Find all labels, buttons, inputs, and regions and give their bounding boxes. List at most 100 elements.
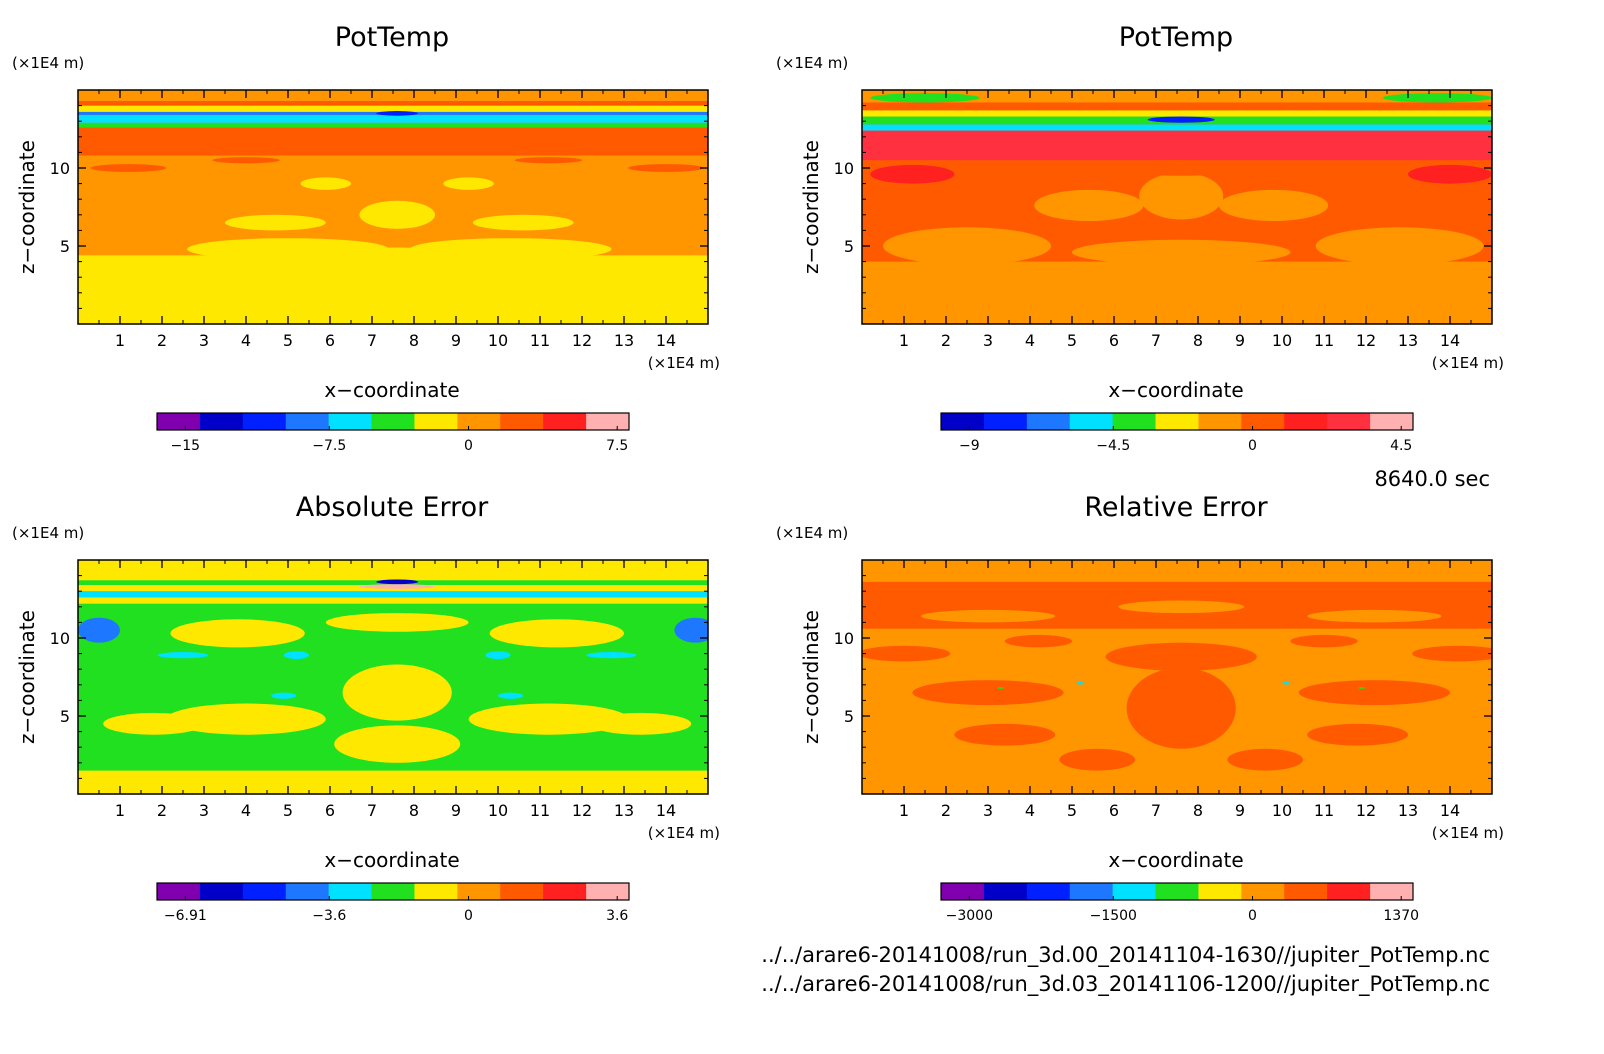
contour-region <box>271 692 297 699</box>
contour-region <box>1358 686 1366 689</box>
colorbar-tick-label: −3.6 <box>312 908 346 924</box>
colorbar-swatch <box>1241 413 1285 430</box>
colorbar-swatch <box>457 413 501 430</box>
contour-region <box>628 164 704 172</box>
x-tick-label: 11 <box>530 331 550 350</box>
colorbar-swatch <box>1069 883 1114 900</box>
y-tick-label: 5 <box>60 707 70 726</box>
colorbar-swatch <box>1284 883 1328 900</box>
contour-region <box>1076 681 1085 685</box>
contour-region <box>157 652 209 659</box>
contour-region <box>376 579 419 585</box>
panel-title: Absolute Error <box>296 492 489 523</box>
y-axis-label: z−coordinate <box>15 140 39 274</box>
y-tick-label: 5 <box>844 707 854 726</box>
colorbar-swatch <box>1241 883 1285 900</box>
x-tick-label: 2 <box>941 331 951 350</box>
x-tick-label: 12 <box>1356 331 1376 350</box>
x-tick-label: 13 <box>614 331 634 350</box>
y-tick-label: 5 <box>60 237 70 256</box>
contour-region <box>1307 723 1408 746</box>
colorbar-swatch <box>157 413 201 430</box>
contour-region <box>1034 189 1144 222</box>
contour-band <box>78 770 708 794</box>
x-tick-label: 3 <box>199 331 209 350</box>
contour-region <box>674 617 708 643</box>
colorbar-swatch <box>285 883 330 900</box>
colorbar-swatch <box>414 883 458 900</box>
x-tick-label: 3 <box>983 801 993 820</box>
colorbar-tick-label: 0 <box>464 438 473 454</box>
x-tick-label: 8 <box>409 331 419 350</box>
contour-region <box>489 619 624 648</box>
x-axis-label: x−coordinate <box>324 378 459 402</box>
contour-region <box>586 652 637 659</box>
contour-band <box>78 591 708 598</box>
x-tick-label: 12 <box>572 801 592 820</box>
colorbar-frame <box>156 412 630 431</box>
x-tick-label: 8 <box>1193 801 1203 820</box>
contour-region <box>376 111 419 116</box>
colorbar-swatch <box>1327 413 1371 430</box>
contour-region <box>1298 680 1450 706</box>
contour-region <box>1408 164 1492 184</box>
colorbar-swatch <box>371 883 415 900</box>
colorbar: −3000 −1500 0 1370 <box>940 882 1419 924</box>
colorbar-swatch <box>586 413 630 430</box>
colorbar-tick-label: −4.5 <box>1096 438 1130 454</box>
contour-region <box>870 164 955 184</box>
colorbar-swatch <box>500 413 544 430</box>
y-tick-label: 10 <box>834 159 854 178</box>
colorbar-swatch <box>1284 413 1328 430</box>
time-stamp: 8640.0 sec <box>1374 467 1490 491</box>
x-tick-label: 9 <box>1235 801 1245 820</box>
colorbar-swatch <box>543 413 587 430</box>
colorbar-swatch <box>1370 413 1414 430</box>
colorbar-tick-label: 3.6 <box>606 908 628 924</box>
x-tick-label: 7 <box>367 801 377 820</box>
contour-region <box>1282 681 1291 685</box>
colorbar-swatch <box>457 883 501 900</box>
x-tick-label: 6 <box>325 331 335 350</box>
contour-region <box>283 651 309 660</box>
x-tick-label: 8 <box>1193 331 1203 350</box>
x-tick-label: 11 <box>530 801 550 820</box>
x-axis-label: x−coordinate <box>1108 378 1243 402</box>
x-tick-label: 13 <box>1398 801 1418 820</box>
contour-field <box>78 560 708 794</box>
colorbar-swatch <box>1026 413 1071 430</box>
x-tick-label: 10 <box>1272 801 1292 820</box>
contour-region <box>359 200 436 229</box>
contour-region <box>103 712 204 735</box>
colorbar-swatch <box>157 883 201 900</box>
x-unit-label: (×1E4 m) <box>1432 824 1504 842</box>
y-unit-label: (×1E4 m) <box>12 524 84 542</box>
colorbar-swatch <box>1198 883 1242 900</box>
x-tick-label: 4 <box>241 331 251 350</box>
x-axis-label: x−coordinate <box>324 848 459 872</box>
y-tick-label: 5 <box>844 237 854 256</box>
y-tick-label: 10 <box>50 629 70 648</box>
x-tick-label: 12 <box>1356 801 1376 820</box>
x-tick-label: 11 <box>1314 801 1334 820</box>
x-tick-label: 14 <box>1440 331 1460 350</box>
contour-region <box>325 613 469 632</box>
contour-region <box>954 723 1056 746</box>
colorbar-swatch <box>1155 883 1199 900</box>
contour-region <box>1147 116 1215 123</box>
x-tick-label: 1 <box>115 801 125 820</box>
contour-band <box>78 90 708 101</box>
contour-region <box>468 703 629 735</box>
x-tick-label: 6 <box>325 801 335 820</box>
colorbar-swatch <box>1112 413 1157 430</box>
colorbar-swatch <box>983 883 1028 900</box>
contour-band <box>862 102 1492 111</box>
colorbar-swatch <box>1155 413 1199 430</box>
colorbar-tick-label: −3000 <box>946 908 993 924</box>
